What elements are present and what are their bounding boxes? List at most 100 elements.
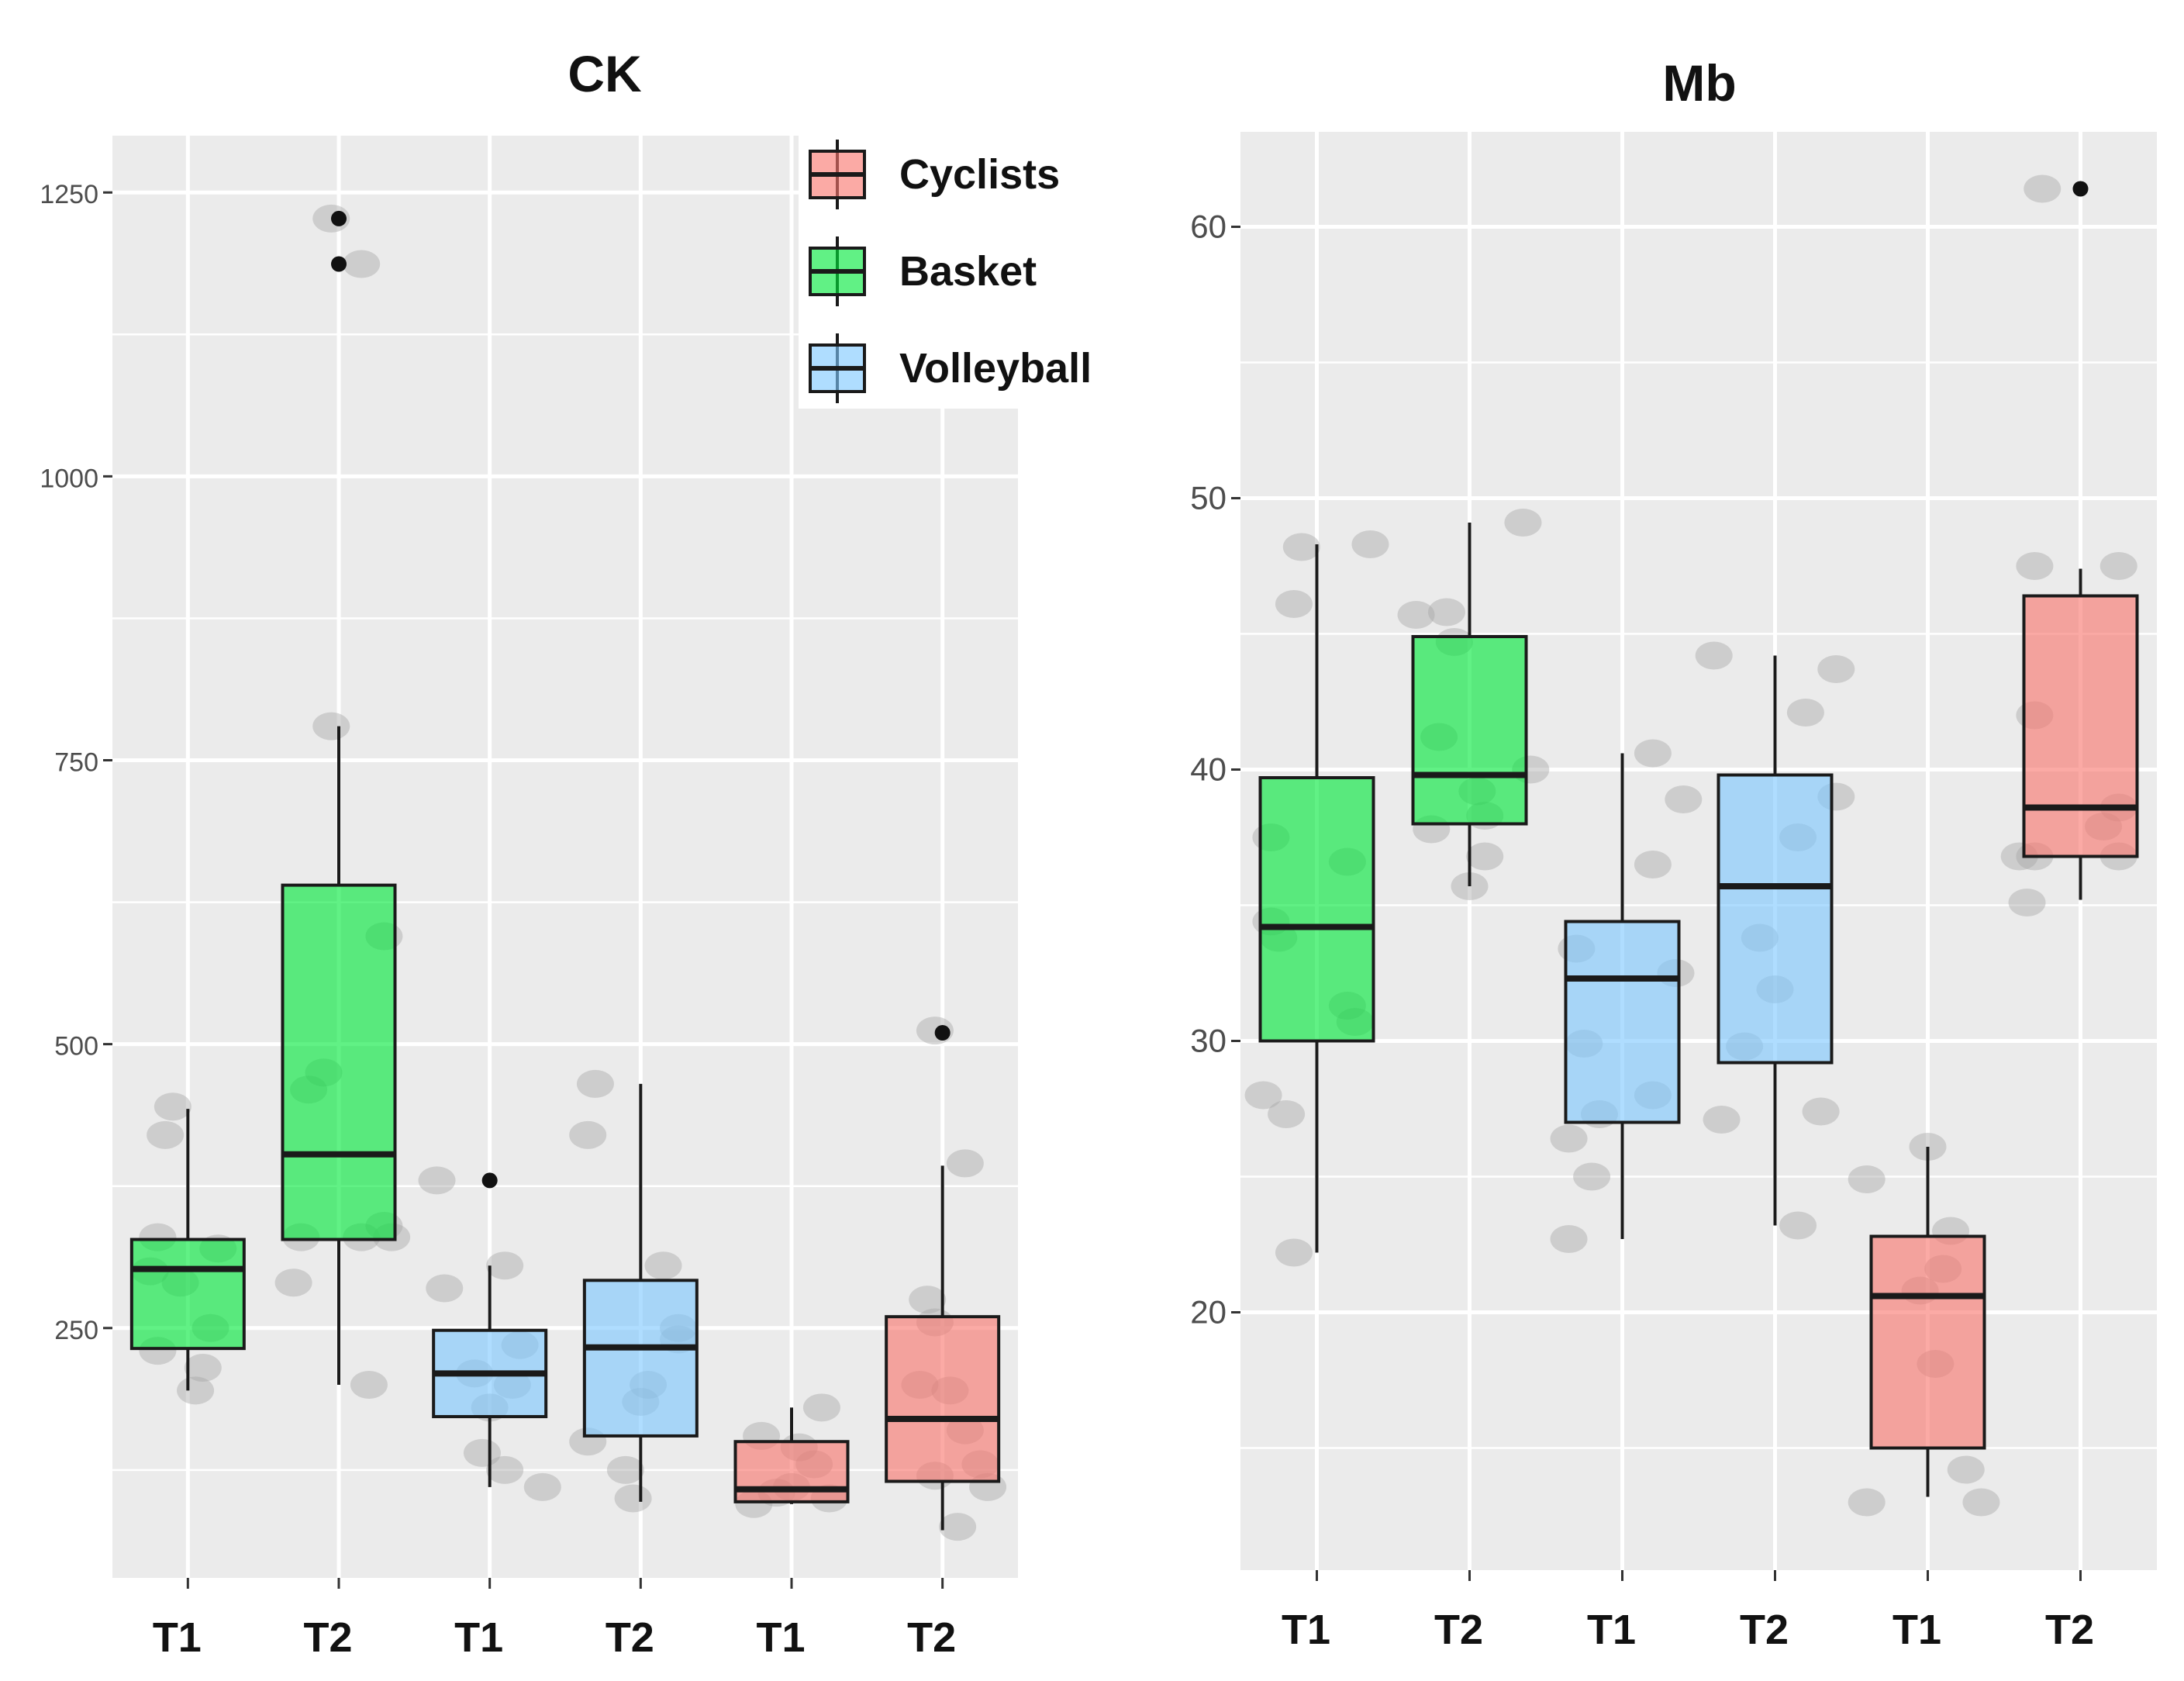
jitter-point (1397, 601, 1435, 629)
y-tick-label: 1250 (40, 180, 98, 209)
jitter-point (1962, 1488, 2000, 1517)
jitter-point (418, 1166, 456, 1195)
jitter-point (1268, 1100, 1306, 1128)
jitter-point (274, 1269, 312, 1297)
ck-boxes (129, 210, 1001, 1531)
jitter-point (1351, 530, 1389, 558)
box-body (582, 1279, 699, 1438)
jitter-point (343, 250, 381, 278)
jitter-point (1703, 1106, 1741, 1134)
jitter-point (184, 1354, 222, 1382)
outlier-point (331, 210, 347, 226)
jitter-point (426, 1274, 464, 1303)
outlier-point (481, 1172, 498, 1189)
jitter-point (1427, 598, 1465, 626)
y-tick-label: 30 (1190, 1023, 1227, 1059)
x-tick-label: T1 (1587, 1607, 1636, 1653)
y-tick-label: 60 (1190, 209, 1227, 245)
ck-x-axis: T1 T2 T1 T2 T1 T2 (153, 1578, 956, 1661)
box-volleyball-t2 (1716, 655, 1834, 1226)
jitter-point (1802, 1097, 1840, 1126)
box-body (1869, 1234, 1986, 1450)
mb-boxes (1258, 181, 2139, 1497)
y-tick-label: 1000 (40, 464, 98, 493)
jitter-point (569, 1120, 607, 1149)
box-cyclists-t2 (885, 1025, 1001, 1531)
box-body (1716, 773, 1834, 1065)
box-body (1564, 920, 1681, 1124)
legend-item-volleyball: Volleyball (809, 333, 1092, 403)
x-tick-label: T2 (303, 1614, 352, 1661)
jitter-point (1786, 699, 1824, 727)
outlier-point (331, 256, 347, 272)
jitter-point (523, 1472, 561, 1501)
y-tick-label: 20 (1190, 1294, 1227, 1331)
jitter-point (2024, 174, 2062, 203)
jitter-point (350, 1371, 388, 1400)
legend-label: Volleyball (899, 345, 1092, 392)
jitter-point (1848, 1488, 1886, 1517)
x-tick-label: T2 (1740, 1607, 1789, 1653)
legend: Cyclists Basket Volleyball (799, 133, 1092, 409)
y-tick-label: 50 (1190, 480, 1227, 516)
jitter-point (1817, 655, 1855, 683)
jitter-point (154, 1092, 191, 1121)
jitter-point (606, 1455, 644, 1484)
jitter-point (147, 1120, 185, 1149)
jitter-point (1550, 1124, 1588, 1153)
box-volleyball-t2 (582, 1083, 699, 1502)
y-tick-label: 250 (54, 1316, 98, 1345)
jitter-point (1550, 1225, 1588, 1253)
jitter-point (2099, 552, 2137, 580)
x-tick-label: T1 (1282, 1607, 1330, 1653)
jitter-point (614, 1484, 652, 1513)
box-basket-t1 (129, 1109, 246, 1391)
y-tick-label: 500 (54, 1032, 98, 1061)
jitter-point (909, 1286, 947, 1314)
legend-item-basket: Basket (809, 236, 1037, 306)
jitter-point (1695, 641, 1733, 670)
jitter-point (486, 1251, 524, 1280)
jitter-point (1282, 533, 1320, 561)
jitter-point (2016, 552, 2054, 580)
box-volleyball-t1 (1564, 753, 1681, 1239)
x-tick-label: T1 (1892, 1607, 1941, 1653)
jitter-point (644, 1251, 682, 1280)
box-body (2022, 594, 2139, 858)
mb-x-axis: T1 T2 T1 T2 T1 T2 (1282, 1570, 2094, 1653)
jitter-point (1947, 1455, 1985, 1484)
jitter-point (576, 1069, 614, 1098)
jitter-point (1665, 785, 1703, 813)
box-volleyball-t1 (432, 1172, 548, 1487)
mb-y-axis: 20 30 40 50 60 (1190, 209, 1240, 1331)
jitter-point (1573, 1162, 1611, 1191)
jitter-point (1275, 1238, 1313, 1267)
x-tick-label: T2 (2045, 1607, 2094, 1653)
y-tick-label: 750 (54, 748, 98, 778)
legend-label: Cyclists (899, 151, 1060, 198)
x-tick-label: T2 (606, 1614, 654, 1661)
jitter-point (802, 1393, 840, 1422)
jitter-point (1848, 1165, 1886, 1193)
mb-panel: 20 30 40 50 60 T1 T2 T1 T2 T1 T2 Mb (1190, 54, 2157, 1653)
jitter-point (486, 1455, 524, 1484)
mb-plot-area (1240, 132, 2157, 1570)
jitter-point (2008, 889, 2046, 916)
jitter-point (312, 712, 350, 740)
box-body (1411, 635, 1528, 826)
box-basket-t1 (1258, 544, 1375, 1253)
x-tick-label: T2 (907, 1614, 956, 1661)
box-cyclists-t1 (733, 1407, 850, 1504)
jitter-point (463, 1438, 501, 1467)
jitter-point (177, 1376, 215, 1405)
x-tick-label: T1 (756, 1614, 805, 1661)
box-basket-t2 (281, 210, 397, 1386)
jitter-point (1779, 1211, 1817, 1240)
ck-y-axis: 250 500 750 1000 1250 (40, 180, 112, 1345)
x-tick-label: T2 (1434, 1607, 1483, 1653)
jitter-point (1634, 739, 1672, 768)
jitter-point (1504, 509, 1542, 537)
legend-item-cyclists: Cyclists (809, 140, 1060, 209)
box-basket-t2 (1411, 523, 1528, 886)
